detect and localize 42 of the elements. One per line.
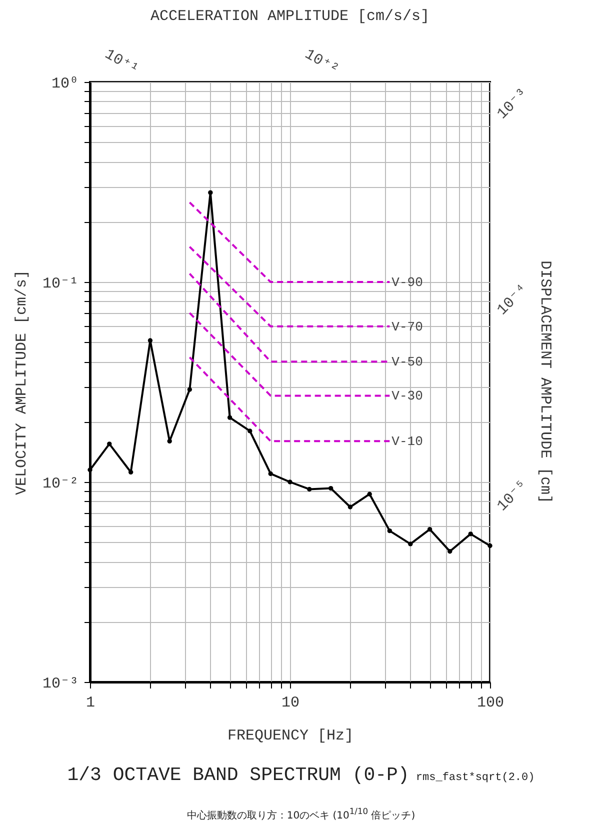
point (167, 438, 172, 444)
y-tick-label: 10⁰ (51, 76, 78, 92)
point (328, 486, 334, 491)
point (367, 492, 372, 496)
point (88, 468, 92, 472)
point (107, 442, 112, 446)
point (387, 528, 392, 534)
series-label: V-90 (392, 275, 423, 290)
x-tick-label: 1 (86, 694, 96, 712)
point (248, 428, 252, 434)
text: 中心振動数の取り方：10のベキ (10$^{1/10}$ 倍ピッチ) (186, 806, 416, 822)
point (208, 190, 213, 195)
y2-axis-title: DISPLACEMENT AMPLITUDE [cm] (536, 260, 554, 504)
point (227, 415, 232, 420)
point (427, 526, 432, 532)
point (408, 542, 413, 546)
series-label: V-10 (392, 434, 423, 450)
point (148, 338, 153, 343)
point (307, 486, 312, 492)
x-tick-label: 10 (281, 694, 300, 712)
series-label: V-70 (392, 319, 423, 334)
y-tick-label: 10⁻³ (42, 676, 78, 692)
text: rms_fast*sqrt(2.0) (414, 772, 535, 784)
y-tick-label: 10⁻¹ (42, 276, 78, 292)
y-axis-title: VELOCITY AMPLITUDE [cm/s] (13, 270, 30, 496)
text: 1/3 OCTAVE BAND SPECTRUM (0-P) (67, 764, 410, 786)
y-tick-label: 10⁻² (42, 476, 78, 492)
series-label: V-50 (392, 354, 423, 370)
point (448, 549, 452, 554)
point (488, 543, 492, 548)
x2-axis-title: ACCELERATION AMPLITUDE [cm/s/s] (149, 8, 431, 25)
point (288, 480, 292, 484)
point (348, 504, 353, 510)
point (187, 387, 192, 392)
text: 10⁺² (302, 45, 342, 79)
x-tick-label: 100 (476, 694, 504, 712)
point (468, 532, 473, 536)
series-label: V-30 (392, 388, 423, 404)
x-axis-title: FREQUENCY [Hz] (227, 728, 354, 744)
point (128, 470, 134, 474)
text: 10⁺¹ (102, 45, 142, 79)
point (268, 471, 273, 476)
